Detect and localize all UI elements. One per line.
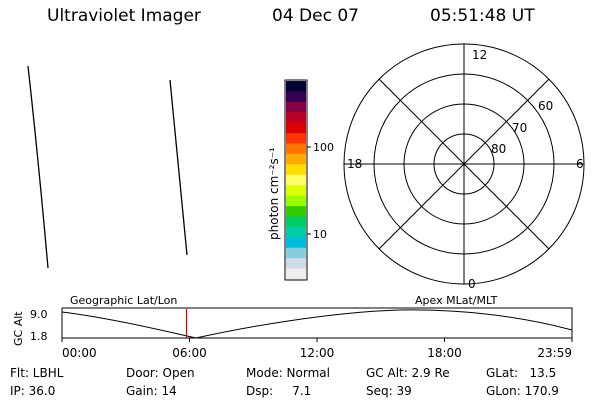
polar-diagonal-2 bbox=[378, 78, 550, 250]
timeline-ytick-label-low: 1.8 bbox=[30, 330, 48, 343]
mlat-label-70: 70 bbox=[512, 121, 527, 135]
colorbar-swatch bbox=[286, 91, 306, 103]
mlat-label-80: 80 bbox=[491, 142, 506, 156]
timeline-xtick-label: 00:00 bbox=[62, 346, 97, 360]
dsp-info: Dsp: 7.1 bbox=[246, 384, 312, 398]
colorbar-swatch bbox=[286, 143, 306, 155]
instrument-title: Ultraviolet Imager bbox=[47, 6, 201, 26]
colorbar-swatch bbox=[286, 101, 306, 113]
timeline-ytick-label-high: 9.0 bbox=[30, 308, 48, 321]
colorbar-swatch bbox=[286, 185, 306, 197]
geographic-boundary-left bbox=[27, 65, 49, 269]
colorbar-frame bbox=[284, 79, 308, 281]
gc-altitude-info: GC Alt: 2.9 Re bbox=[366, 366, 450, 380]
colorbar-swatch bbox=[286, 174, 306, 186]
mlat-label-60: 60 bbox=[538, 99, 553, 113]
colorbar: 100 10 photon cm⁻²s⁻¹ bbox=[267, 79, 334, 281]
colorbar-unit-label: photon cm⁻²s⁻¹ bbox=[267, 147, 281, 240]
timeline-frame bbox=[61, 307, 573, 339]
timeline-xtick-label: 23:59 bbox=[537, 346, 572, 360]
filter-info: Flt: LBHL bbox=[10, 366, 64, 380]
geographic-boundary-right bbox=[169, 79, 188, 256]
sequence-info: Seq: 39 bbox=[366, 384, 412, 398]
geo-latitude-info: GLat: 13.5 bbox=[486, 366, 557, 380]
timeline-xtick-label: 12:00 bbox=[300, 346, 335, 360]
timeline-right-label: Apex MLat/MLT bbox=[415, 294, 498, 307]
colorbar-swatch bbox=[286, 133, 306, 145]
colorbar-swatch bbox=[286, 112, 306, 124]
geo-longitude-info: GLon: 170.9 bbox=[486, 384, 559, 398]
observation-time: 05:51:48 UT bbox=[430, 6, 535, 26]
timeline-xtick-label: 18:00 bbox=[427, 346, 462, 360]
colorbar-tick-label-100: 100 bbox=[313, 141, 334, 154]
door-info: Door: Open bbox=[126, 366, 195, 380]
timeline-ylabel: GC Alt bbox=[12, 311, 25, 346]
colorbar-swatch bbox=[286, 164, 306, 176]
observation-date: 04 Dec 07 bbox=[272, 6, 359, 26]
colorbar-swatch bbox=[286, 153, 306, 165]
mlt-label-18: 18 bbox=[347, 157, 362, 171]
colorbar-swatch bbox=[286, 206, 306, 217]
colorbar-swatch bbox=[286, 226, 306, 238]
altitude-curve bbox=[61, 309, 573, 339]
mlt-label-0: 0 bbox=[468, 277, 476, 291]
colorbar-swatch bbox=[286, 122, 306, 134]
mlt-label-12: 12 bbox=[472, 48, 487, 62]
colorbar-swatch bbox=[286, 268, 306, 280]
timeline-left-label: Geographic Lat/Lon bbox=[70, 294, 177, 307]
mode-info: Mode: Normal bbox=[246, 366, 330, 380]
colorbar-swatch bbox=[286, 258, 306, 270]
colorbar-swatch bbox=[286, 216, 306, 228]
colorbar-swatch bbox=[286, 195, 306, 207]
colorbar-swatch bbox=[286, 237, 306, 249]
colorbar-tick-label-10: 10 bbox=[313, 228, 327, 241]
altitude-timeline: Geographic Lat/Lon Apex MLat/MLT GC Alt … bbox=[12, 294, 573, 360]
ip-info: IP: 36.0 bbox=[10, 384, 56, 398]
gain-info: Gain: 14 bbox=[126, 384, 177, 398]
polar-dial bbox=[343, 43, 585, 285]
mlt-label-6: 6 bbox=[576, 157, 584, 171]
colorbar-swatch bbox=[286, 247, 306, 259]
colorbar-swatch bbox=[286, 81, 306, 92]
timeline-xtick-label: 06:00 bbox=[172, 346, 207, 360]
